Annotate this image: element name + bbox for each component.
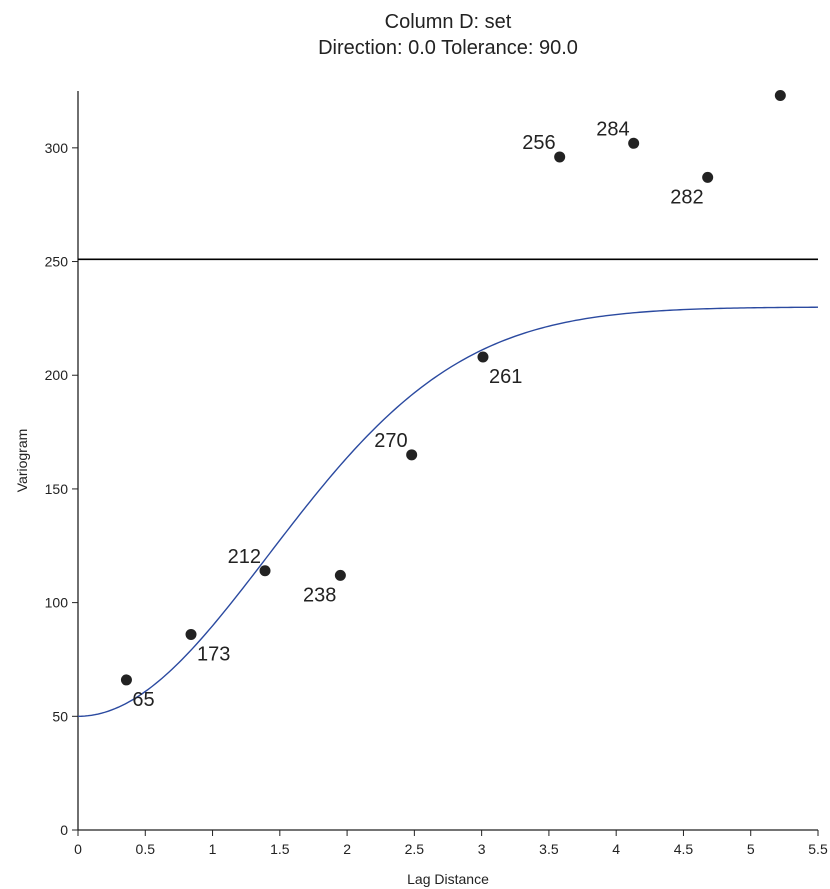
x-tick-label: 4 bbox=[612, 841, 620, 857]
x-axis-label: Lag Distance bbox=[407, 871, 489, 887]
y-tick-label: 250 bbox=[45, 254, 69, 270]
y-tick-label: 0 bbox=[60, 822, 68, 838]
points-layer: 65 173 212 238 270 261 256 284 282 bbox=[120, 90, 786, 711]
axes: 0 0.5 1 1.5 2 2.5 3 3.5 4 4.5 5 5.5 0 50 100 150 200 250 3… bbox=[45, 91, 828, 857]
data-point bbox=[628, 137, 640, 149]
model-layer bbox=[77, 306, 819, 718]
x-tick-label: 0 bbox=[74, 841, 82, 857]
data-point bbox=[477, 351, 489, 363]
data-point bbox=[702, 171, 714, 183]
data-point bbox=[185, 628, 197, 640]
y-tick-label: 100 bbox=[45, 595, 69, 611]
point-label: 270 bbox=[374, 430, 407, 452]
y-tick-label: 50 bbox=[52, 708, 68, 724]
point-label: 261 bbox=[489, 366, 522, 388]
x-tick-label: 2.5 bbox=[405, 841, 425, 857]
x-tick-label: 0.5 bbox=[136, 841, 156, 857]
x-tick-label: 1.5 bbox=[270, 841, 290, 857]
y-tick-label: 300 bbox=[45, 140, 69, 156]
y-axis-label: Variogram bbox=[14, 429, 30, 493]
point-label: 173 bbox=[197, 643, 230, 665]
point-label: 238 bbox=[303, 584, 336, 606]
data-point bbox=[554, 151, 566, 163]
point-label: 282 bbox=[670, 186, 703, 208]
x-tick-label: 5 bbox=[747, 841, 755, 857]
point-label: 284 bbox=[596, 118, 629, 140]
x-tick-label: 3.5 bbox=[539, 841, 559, 857]
x-tick-label: 1 bbox=[209, 841, 217, 857]
data-point bbox=[259, 565, 271, 577]
point-label: 65 bbox=[132, 689, 154, 711]
data-point bbox=[334, 569, 346, 581]
x-tick-label: 4.5 bbox=[674, 841, 694, 857]
data-point bbox=[120, 674, 132, 686]
model-curve bbox=[77, 306, 819, 718]
y-tick-label: 150 bbox=[45, 481, 69, 497]
data-point bbox=[406, 449, 418, 461]
y-tick-label: 200 bbox=[45, 367, 69, 383]
chart-subtitle: Direction: 0.0 Tolerance: 90.0 bbox=[318, 37, 578, 59]
chart-title: Column D: set bbox=[384, 11, 512, 33]
x-tick-label: 2 bbox=[343, 841, 351, 857]
point-label: 212 bbox=[228, 546, 261, 568]
data-point bbox=[774, 90, 786, 102]
x-tick-label: 5.5 bbox=[808, 841, 828, 857]
x-tick-label: 3 bbox=[478, 841, 486, 857]
point-label: 256 bbox=[522, 132, 555, 154]
